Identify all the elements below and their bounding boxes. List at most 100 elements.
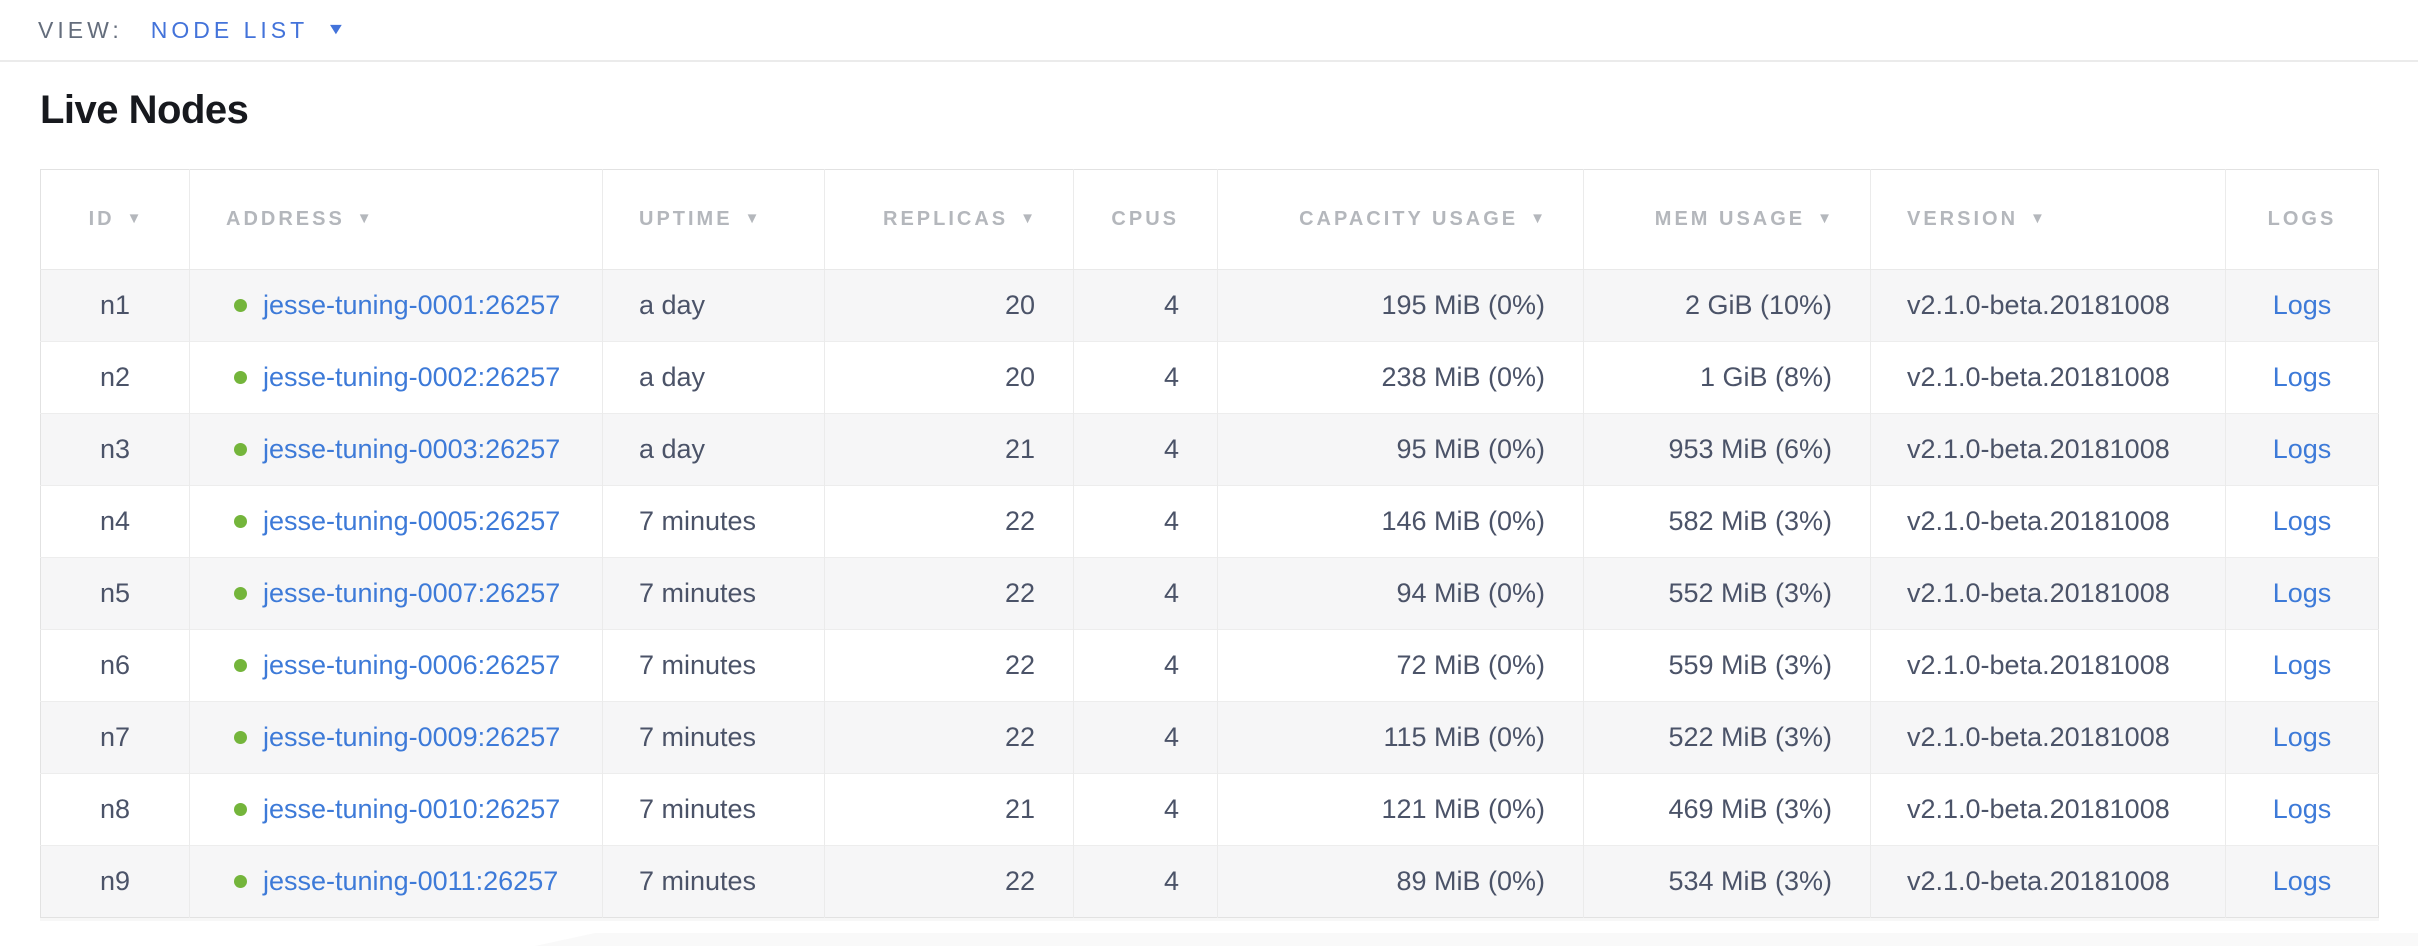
column-header-replicas[interactable]: REPLICAS ▼ <box>824 169 1074 270</box>
node-mem-usage: 559 MiB (3%) <box>1583 629 1871 702</box>
sort-arrow-icon: ▼ <box>744 210 760 227</box>
node-address-link[interactable]: jesse-tuning-0001:26257 <box>263 290 561 320</box>
node-id: n1 <box>99 290 131 320</box>
node-mem-usage: 534 MiB (3%) <box>1583 845 1871 918</box>
table-row: n2 jesse-tuning-0002:26257 a day 20 4 23… <box>40 341 2379 414</box>
node-address-link[interactable]: jesse-tuning-0002:26257 <box>263 362 561 392</box>
column-header-id[interactable]: ID ▼ <box>40 169 190 270</box>
node-replicas: 22 <box>824 557 1074 630</box>
logs-link[interactable]: Logs <box>2272 866 2332 896</box>
logs-link[interactable]: Logs <box>2272 362 2332 392</box>
node-id: n5 <box>40 557 190 630</box>
node-replicas: 22 <box>824 485 1074 558</box>
node-mem-usage: 582 MiB (3%) <box>1583 485 1871 558</box>
column-header-cpus: CPUS <box>1073 169 1218 270</box>
table-row: n8 jesse-tuning-0010:26257 7 minutes 21 … <box>40 773 2379 846</box>
node-capacity-usage: 146 MiB (0%) <box>1217 485 1584 558</box>
node-capacity-usage: 72 MiB (0%) <box>1217 629 1584 702</box>
column-header-version[interactable]: VERSION ▼ <box>1870 169 2226 270</box>
node-replicas: 21 <box>824 413 1074 486</box>
node-cpus: 4 <box>1073 485 1218 558</box>
node-live-dot-icon <box>234 299 247 312</box>
logs-link[interactable]: Logs <box>2272 506 2332 536</box>
node-version: v2.1.0-beta.20181008 <box>1870 773 2226 846</box>
node-cpus: 4 <box>1073 269 1218 342</box>
column-header-capacity-usage[interactable]: CAPACITY USAGE ▼ <box>1217 169 1584 270</box>
node-live-dot-icon <box>234 515 247 528</box>
node-live-dot-icon <box>234 803 247 816</box>
node-live-dot-icon <box>234 371 247 384</box>
live-nodes-table: ID ▼ ADDRESS ▼ UPTIME ▼ REPLICAS ▼ CPUS CAPA… <box>40 169 2379 918</box>
node-address-link[interactable]: jesse-tuning-0005:26257 <box>263 506 561 536</box>
node-cpus: 4 <box>1073 557 1218 630</box>
node-version: v2.1.0-beta.20181008 <box>1870 557 2226 630</box>
node-id: n4 <box>40 485 190 558</box>
column-header-uptime[interactable]: UPTIME ▼ <box>602 169 825 270</box>
node-address-link[interactable]: jesse-tuning-0011:26257 <box>263 866 559 896</box>
node-live-dot-icon <box>234 443 247 456</box>
node-replicas: 21 <box>824 773 1074 846</box>
node-capacity-usage: 121 MiB (0%) <box>1217 773 1584 846</box>
node-id: n9 <box>40 845 190 918</box>
logs-link[interactable]: Logs <box>2272 578 2332 608</box>
logs-link[interactable]: Logs <box>2272 794 2332 824</box>
table-row: n5 jesse-tuning-0007:26257 7 minutes 22 … <box>40 557 2379 630</box>
node-address-link[interactable]: jesse-tuning-0009:26257 <box>263 722 561 752</box>
sort-arrow-icon: ▼ <box>126 210 142 227</box>
node-uptime: a day <box>602 413 825 486</box>
node-version: v2.1.0-beta.20181008 <box>1870 845 2226 918</box>
node-id: n8 <box>40 773 190 846</box>
view-label: VIEW: <box>38 16 123 43</box>
node-cpus: 4 <box>1073 773 1218 846</box>
node-version: v2.1.0-beta.20181008 <box>1870 701 2226 774</box>
table-row: n9 jesse-tuning-0011:26257 7 minutes 22 … <box>40 845 2379 918</box>
node-live-dot-icon <box>234 875 247 888</box>
table-row: n4 jesse-tuning-0005:26257 7 minutes 22 … <box>40 485 2379 558</box>
node-mem-usage: 953 MiB (6%) <box>1583 413 1871 486</box>
column-header-mem-usage[interactable]: MEM USAGE ▼ <box>1583 169 1871 270</box>
node-version: v2.1.0-beta.20181008 <box>1870 485 2226 558</box>
node-version: v2.1.0-beta.20181008 <box>1870 341 2226 414</box>
view-dropdown[interactable]: NODE LIST ▼ <box>151 17 347 44</box>
node-uptime: a day <box>602 269 825 342</box>
sort-arrow-icon: ▼ <box>2030 210 2045 227</box>
chevron-down-icon: ▼ <box>326 21 347 38</box>
node-cpus: 4 <box>1073 341 1218 414</box>
logs-link[interactable]: Logs <box>2272 290 2332 320</box>
node-address-link[interactable]: jesse-tuning-0006:26257 <box>263 650 561 680</box>
node-version: v2.1.0-beta.20181008 <box>1870 269 2226 342</box>
node-uptime: 7 minutes <box>602 629 825 702</box>
node-mem-usage: 1 GiB (8%) <box>1583 341 1871 414</box>
node-replicas: 22 <box>824 845 1074 918</box>
node-cpus: 4 <box>1073 701 1218 774</box>
node-mem-usage: 522 MiB (3%) <box>1583 701 1871 774</box>
column-header-address[interactable]: ADDRESS ▼ <box>189 169 603 270</box>
footer-panel-edge <box>535 933 2418 946</box>
node-capacity-usage: 94 MiB (0%) <box>1217 557 1584 630</box>
node-live-dot-icon <box>234 587 247 600</box>
node-address-link[interactable]: jesse-tuning-0003:26257 <box>263 434 561 464</box>
page-title: Live Nodes <box>40 88 249 132</box>
node-capacity-usage: 89 MiB (0%) <box>1217 845 1584 918</box>
node-id: n2 <box>40 341 190 414</box>
table-row: n6 jesse-tuning-0006:26257 7 minutes 22 … <box>40 629 2379 702</box>
node-cpus: 4 <box>1073 629 1218 702</box>
column-header-logs: LOGS <box>2225 169 2379 270</box>
sort-arrow-icon: ▼ <box>1530 210 1545 227</box>
node-mem-usage: 552 MiB (3%) <box>1583 557 1871 630</box>
logs-link[interactable]: Logs <box>2272 722 2332 752</box>
node-uptime: 7 minutes <box>602 557 825 630</box>
node-mem-usage: 2 GiB (10%) <box>1583 269 1871 342</box>
logs-link[interactable]: Logs <box>2272 650 2332 680</box>
sort-arrow-icon: ▼ <box>356 210 372 227</box>
node-uptime: 7 minutes <box>602 485 825 558</box>
node-capacity-usage: 95 MiB (0%) <box>1217 413 1584 486</box>
sort-arrow-icon: ▼ <box>1817 210 1832 227</box>
node-capacity-usage: 238 MiB (0%) <box>1217 341 1584 414</box>
node-uptime: a day <box>602 341 825 414</box>
node-address-link[interactable]: jesse-tuning-0010:26257 <box>263 794 561 824</box>
table-row: n3 jesse-tuning-0003:26257 a day 21 4 95… <box>40 413 2379 486</box>
logs-link[interactable]: Logs <box>2272 434 2332 464</box>
node-address-link[interactable]: jesse-tuning-0007:26257 <box>263 578 561 608</box>
sort-arrow-icon: ▼ <box>1020 210 1035 227</box>
